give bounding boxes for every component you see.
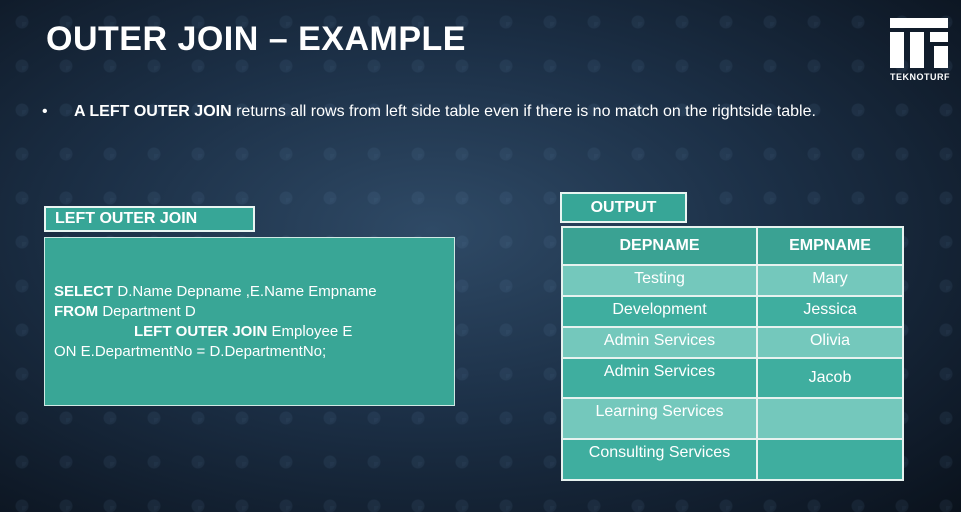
code-line-select: SELECT D.Name Depname ,E.Name Empname (54, 282, 454, 302)
teknoturf-logo-icon (890, 18, 948, 68)
cell-depname: Testing (561, 264, 758, 297)
cell-depname: Learning Services (561, 397, 758, 440)
table-row: Consulting Services (561, 438, 904, 481)
code-text: ON E.DepartmentNo = D.DepartmentNo; (54, 343, 327, 360)
cell-depname: Admin Services (561, 357, 758, 399)
slide-title: OUTER JOIN – EXAMPLE (46, 20, 466, 58)
code-line-join: LEFT OUTER JOIN Employee E (54, 322, 454, 342)
table-row: Admin Services Olivia (561, 326, 904, 359)
output-table: DEPNAME EMPNAME Testing Mary Development… (561, 226, 904, 481)
bullet-dot: • (42, 103, 48, 120)
code-text: D.Name Depname ,E.Name Empname (113, 283, 377, 300)
bullet-bold: A LEFT OUTER JOIN (74, 103, 232, 120)
left-outer-join-label: LEFT OUTER JOIN (44, 206, 255, 232)
code-keyword: FROM (54, 303, 99, 320)
table-row: Admin Services Jacob (561, 357, 904, 399)
cell-depname: Consulting Services (561, 438, 758, 481)
cell-empname (756, 438, 904, 481)
cell-depname: Admin Services (561, 326, 758, 359)
code-text: Department D (98, 303, 196, 320)
code-keyword: SELECT (54, 283, 114, 300)
code-keyword: LEFT OUTER JOIN (134, 323, 268, 340)
bullet-text: A LEFT OUTER JOIN returns all rows from … (74, 100, 816, 124)
code-text: Employee E (267, 323, 353, 340)
column-header-empname: EMPNAME (756, 226, 904, 266)
cell-empname: Mary (756, 264, 904, 297)
table-header-row: DEPNAME EMPNAME (561, 226, 904, 266)
cell-empname (756, 397, 904, 440)
bullet-point: • A LEFT OUTER JOIN returns all rows fro… (42, 100, 897, 124)
cell-depname: Development (561, 295, 758, 328)
bullet-rest: returns all rows from left side table ev… (231, 103, 816, 120)
table-row: Development Jessica (561, 295, 904, 328)
code-line-from: FROM Department D (54, 302, 454, 322)
cell-empname: Jacob (756, 357, 904, 399)
table-row: Testing Mary (561, 264, 904, 297)
cell-empname: Jessica (756, 295, 904, 328)
table-row: Learning Services (561, 397, 904, 440)
cell-empname: Olivia (756, 326, 904, 359)
logo-text: TEKNOTURF (890, 72, 950, 82)
sql-query-box: SELECT D.Name Depname ,E.Name Empname FR… (44, 237, 455, 406)
column-header-depname: DEPNAME (561, 226, 758, 266)
output-label: OUTPUT (560, 192, 687, 223)
code-line-on: ON E.DepartmentNo = D.DepartmentNo; (54, 342, 454, 362)
